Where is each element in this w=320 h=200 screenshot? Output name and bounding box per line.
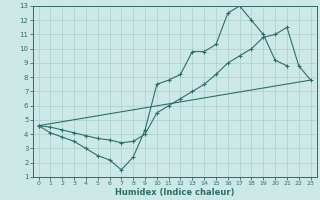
X-axis label: Humidex (Indice chaleur): Humidex (Indice chaleur): [115, 188, 234, 197]
